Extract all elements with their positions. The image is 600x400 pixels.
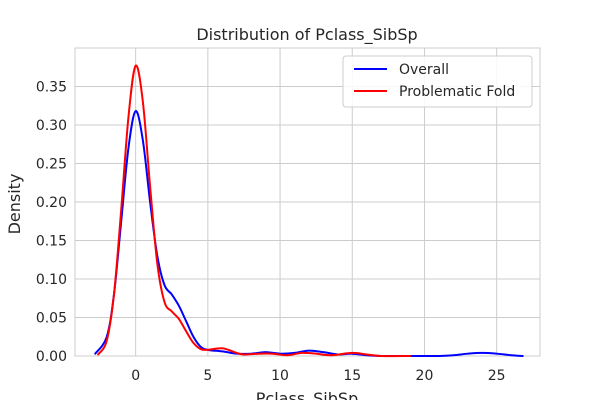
x-tick-label: 10	[271, 368, 289, 384]
x-tick-label: 0	[131, 368, 140, 384]
x-tick-label: 25	[488, 368, 506, 384]
x-tick-label: 5	[203, 368, 212, 384]
y-axis-title: Density	[5, 174, 24, 235]
y-tick-labels: 0.00 0.05 0.10 0.15 0.20 0.25 0.30 0.35	[36, 80, 67, 366]
x-tick-labels: 0 5 10 15 20 25	[131, 368, 505, 384]
chart-title: Distribution of Pclass_SibSp	[196, 25, 417, 45]
x-tick-label: 20	[416, 368, 434, 384]
x-tick-label: 15	[343, 368, 361, 384]
x-axis-title: Pclass_SibSp	[256, 389, 358, 400]
legend-label-problematic-fold: Problematic Fold	[399, 84, 515, 100]
series-line-problematic-fold	[97, 64, 412, 358]
y-tick-label: 0.35	[36, 80, 67, 96]
y-tick-label: 0.25	[36, 157, 67, 173]
series-layer	[94, 64, 524, 358]
legend: Overall Problematic Fold	[342, 55, 533, 108]
y-tick-label: 0.05	[36, 311, 67, 327]
grid-lines	[75, 48, 540, 357]
legend-box	[342, 55, 533, 108]
y-tick-label: 0.20	[36, 195, 67, 211]
y-tick-label: 0.00	[36, 349, 67, 365]
y-tick-label: 0.15	[36, 234, 67, 250]
legend-label-overall: Overall	[399, 62, 449, 78]
y-tick-label: 0.10	[36, 272, 67, 288]
y-tick-label: 0.30	[36, 118, 67, 134]
